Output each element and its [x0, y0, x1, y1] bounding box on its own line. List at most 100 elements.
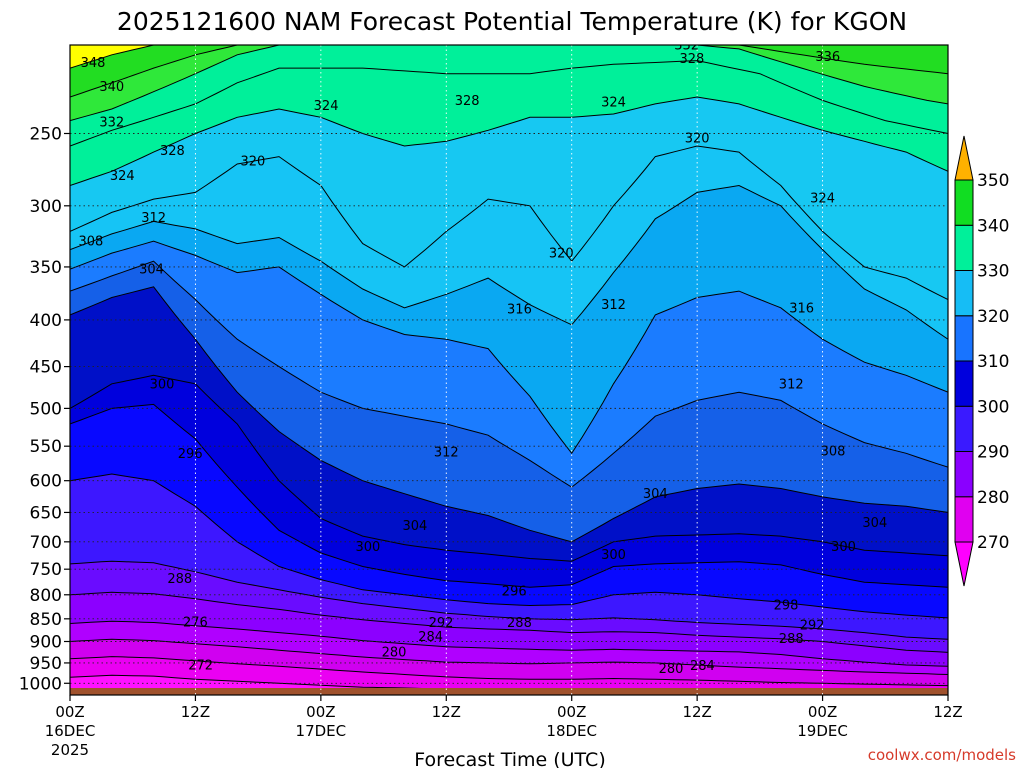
- contour-label: 284: [690, 659, 715, 674]
- y-tick-label: 250: [30, 124, 62, 144]
- contour-label: 304: [139, 263, 164, 278]
- x-axis-label: Forecast Time (UTC): [414, 749, 605, 768]
- colorbar-label: 270: [977, 533, 1009, 553]
- contour-label: 304: [403, 519, 428, 534]
- contour-label: 292: [800, 618, 825, 633]
- y-tick-label: 950: [30, 654, 62, 674]
- colorbar-label: 300: [977, 397, 1009, 417]
- colorbar-arrow-high: [954, 135, 974, 181]
- y-tick-label: 400: [30, 311, 62, 331]
- contour-288: [70, 560, 948, 640]
- contour-label: 312: [434, 445, 459, 460]
- y-tick-label: 500: [30, 399, 62, 419]
- contour-label: 324: [601, 96, 626, 111]
- ground-terrain-band: [70, 688, 948, 695]
- contour-label: 316: [507, 302, 532, 317]
- contour-300: [70, 374, 948, 562]
- contour-label: 304: [643, 487, 668, 502]
- y-tick-label: 350: [30, 258, 62, 278]
- contour-label: 312: [601, 298, 626, 313]
- colorbar-swatch-270: [954, 496, 974, 543]
- x-tick-label: 12Z: [933, 703, 962, 721]
- contour-label: 300: [601, 548, 626, 563]
- credit-text: coolwx.com/models: [868, 746, 1016, 764]
- colorbar-label: 330: [977, 262, 1009, 282]
- y-tick-label: 850: [30, 610, 62, 630]
- contour-328: [70, 60, 948, 147]
- contour-label: 288: [779, 632, 804, 647]
- x-tick-label: 12Z: [181, 703, 210, 721]
- contour-label: 312: [779, 377, 804, 392]
- contour-332: [70, 45, 948, 122]
- contour-308: [70, 260, 948, 488]
- colorbar-label: 310: [977, 352, 1009, 372]
- colorbar-label: 290: [977, 443, 1009, 463]
- contour-label: 300: [355, 540, 380, 555]
- contour-label: 328: [160, 144, 185, 159]
- x-tick-date: 17DEC: [296, 722, 347, 740]
- colorbar-swatch-290: [954, 405, 974, 452]
- x-tick-label: 00Z: [808, 703, 837, 721]
- y-tick-label: 300: [30, 197, 62, 217]
- y-tick-label: 900: [30, 632, 62, 652]
- contour-label: 324: [314, 99, 339, 114]
- contour-label: 308: [78, 235, 103, 250]
- contour-296: [70, 403, 948, 588]
- y-tick-label: 750: [30, 560, 62, 580]
- colorbar-swatch-340: [954, 179, 974, 226]
- contour-label: 320: [241, 155, 266, 170]
- colorbar-swatch-280: [954, 451, 974, 498]
- x-tick-label: 00Z: [55, 703, 84, 721]
- contour-label: 332: [99, 116, 124, 131]
- colorbar-label: 280: [977, 488, 1009, 508]
- y-axis: 2503003504004505005506006507007508008509…: [19, 124, 70, 694]
- x-tick-label: 12Z: [682, 703, 711, 721]
- contour-324: [70, 96, 948, 186]
- contour-label: 304: [862, 516, 887, 531]
- contour-label: 296: [502, 584, 527, 599]
- colorbar-label: 320: [977, 307, 1009, 327]
- x-tick-date: 18DEC: [546, 722, 597, 740]
- contour-label: 316: [789, 301, 814, 316]
- contour-label: 296: [178, 447, 203, 462]
- contour-312: [70, 240, 948, 455]
- plot-frame: [69, 44, 949, 696]
- colorbar-label: 340: [977, 216, 1009, 236]
- contour-label: 280: [659, 662, 684, 677]
- y-tick-label: 800: [30, 586, 62, 606]
- contour-label: 292: [429, 616, 454, 631]
- y-tick-label: 700: [30, 533, 62, 553]
- contour-label: 300: [150, 377, 175, 392]
- contour-label: 320: [685, 132, 710, 147]
- contour-label: 298: [774, 599, 799, 614]
- contour-label: 288: [507, 616, 532, 631]
- colorbar-swatch-310: [954, 315, 974, 362]
- contour-label: 280: [382, 645, 407, 660]
- contour-label: 272: [188, 659, 213, 674]
- contour-284: [70, 591, 948, 653]
- y-tick-label: 450: [30, 358, 62, 378]
- y-tick-label: 600: [30, 472, 62, 492]
- chart-title: 2025121600 NAM Forecast Potential Temper…: [117, 7, 907, 36]
- contour-label: 328: [455, 94, 480, 109]
- contour-label: 328: [680, 52, 705, 67]
- contour-label: 324: [110, 169, 135, 184]
- colorbar-swatch-300: [954, 360, 974, 407]
- contour-292: [70, 473, 948, 619]
- contour-label: 288: [167, 572, 192, 587]
- contour-label: 348: [81, 56, 106, 71]
- contour-280: [70, 620, 948, 667]
- contour-272: [70, 656, 948, 687]
- contour-label: 332: [674, 39, 699, 54]
- colorbar: 270 280 290 300 310 320 330 340 350: [954, 135, 1009, 587]
- contour-label: 340: [99, 80, 124, 95]
- contour-label: 300: [831, 540, 856, 555]
- y-tick-label: 650: [30, 503, 62, 523]
- contour-label: 320: [549, 247, 574, 262]
- x-tick-label: 12Z: [432, 703, 461, 721]
- contour-label: 312: [141, 211, 166, 226]
- contour-304: [70, 286, 948, 543]
- x-tick-year: 2025: [51, 741, 89, 759]
